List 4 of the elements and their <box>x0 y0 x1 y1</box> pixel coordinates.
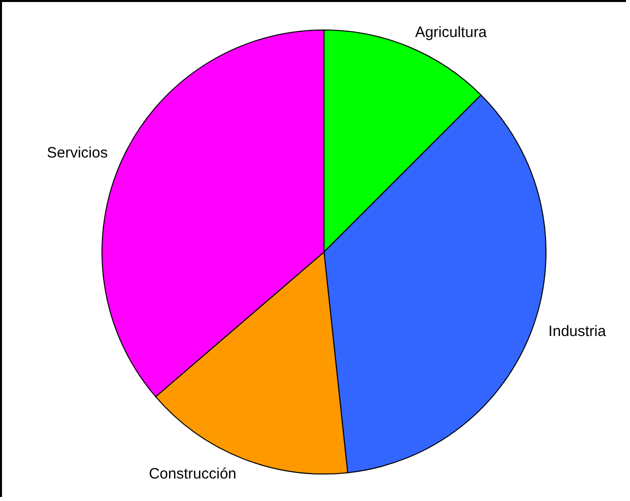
slice-label: Servicios <box>46 144 108 162</box>
slice-label: Industria <box>548 323 607 340</box>
slice-label: Construcción <box>148 465 236 482</box>
slice-label: Agricultura <box>415 24 488 42</box>
